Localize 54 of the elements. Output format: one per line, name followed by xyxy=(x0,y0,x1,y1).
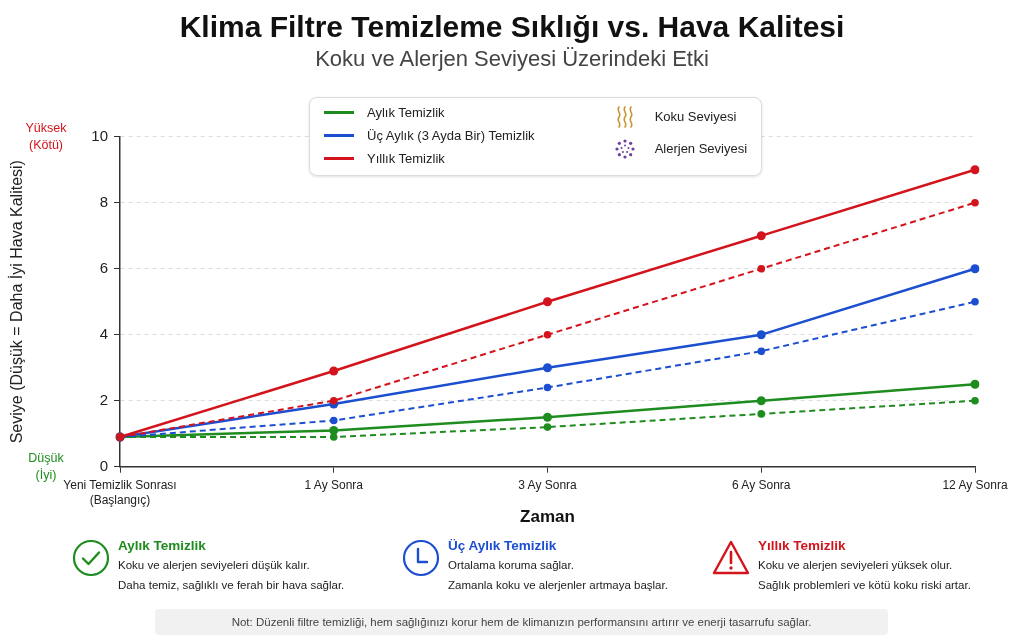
x-tick-label: 3 Ay Sonra xyxy=(518,478,578,493)
legend-label: Yıllık Temizlik xyxy=(367,150,445,166)
y-tick-label: 8 xyxy=(99,192,108,210)
x-tick-label: 1 Ay Sonra xyxy=(304,478,364,493)
point xyxy=(757,347,766,355)
text: Üç Aylık Temizlik xyxy=(448,537,558,555)
point xyxy=(329,396,338,405)
text: Zamanla koku ve alerjenler artmaya başlar. xyxy=(448,578,668,593)
point xyxy=(756,330,766,340)
legend-label: Aylık Temizlik xyxy=(367,104,445,120)
point xyxy=(543,383,552,392)
text: Yıllık Temizlik xyxy=(758,537,847,555)
point xyxy=(329,416,338,425)
text: Aylık Temizlik xyxy=(118,537,207,555)
chart-title: Klima Filtre Temizleme Sıklığı vs. Hava Kalitesi xyxy=(178,9,846,45)
text: Koku ve alerjen seviyeleri yüksek olur. xyxy=(758,558,954,573)
point xyxy=(970,165,980,175)
text: Yüksek (Kötü) xyxy=(25,120,68,152)
text: Not: Düzenli filtre temizliği, hem sağlığınızı korur hem de klimanızın performansını artırır ve enerji tasarrufu sağlar. xyxy=(155,609,888,635)
point xyxy=(329,366,339,376)
x-tick-label: 6 Ay Sonra xyxy=(732,478,791,493)
x-tick-label: 12 Ay Sonra xyxy=(942,478,1008,493)
point xyxy=(757,264,766,273)
point xyxy=(971,396,979,405)
point xyxy=(970,379,980,389)
y-tick-label: 0 xyxy=(99,456,108,474)
y-tick-label: 2 xyxy=(99,390,108,408)
x-tick-label: Yeni Temizlik Sonrası (Başlangıç) xyxy=(63,478,177,507)
chart-subtitle: Koku ve Alerjen Seviyesi Üzerindeki Etki xyxy=(314,46,710,72)
point xyxy=(543,423,552,431)
point xyxy=(329,433,338,441)
text: Koku ve alerjen seviyeleri düşük kalır. xyxy=(118,558,311,573)
point xyxy=(971,297,979,306)
legend-label: Üç Aylık (3 Ayda Bir) Temizlik xyxy=(367,127,535,143)
text: Sağlık problemleri ve kötü koku riski artar. xyxy=(758,578,971,593)
text: Daha temiz, sağlıklı ve ferah bir hava sağlar. xyxy=(118,578,345,593)
y-tick-label: 6 xyxy=(99,258,108,276)
text: Düşük (İyi) xyxy=(28,450,65,482)
point xyxy=(543,297,552,307)
y-tick-label: 4 xyxy=(99,324,108,342)
point xyxy=(543,330,552,339)
point xyxy=(757,410,766,418)
y-axis-title: Seviye (Düşük = Daha İyi Hava Kalitesi) xyxy=(7,160,26,444)
point xyxy=(971,198,979,207)
point xyxy=(756,231,766,241)
point xyxy=(543,412,552,422)
point xyxy=(756,396,766,406)
annotation: Alerjen Seviyesi xyxy=(654,141,748,157)
y-tick-label: 10 xyxy=(91,126,108,144)
text: Koku Seviyesi xyxy=(654,109,737,125)
point xyxy=(543,363,552,373)
x-axis-title: Zaman xyxy=(520,507,575,527)
point xyxy=(970,264,980,274)
text: Ortalama koruma sağlar. xyxy=(448,558,575,573)
